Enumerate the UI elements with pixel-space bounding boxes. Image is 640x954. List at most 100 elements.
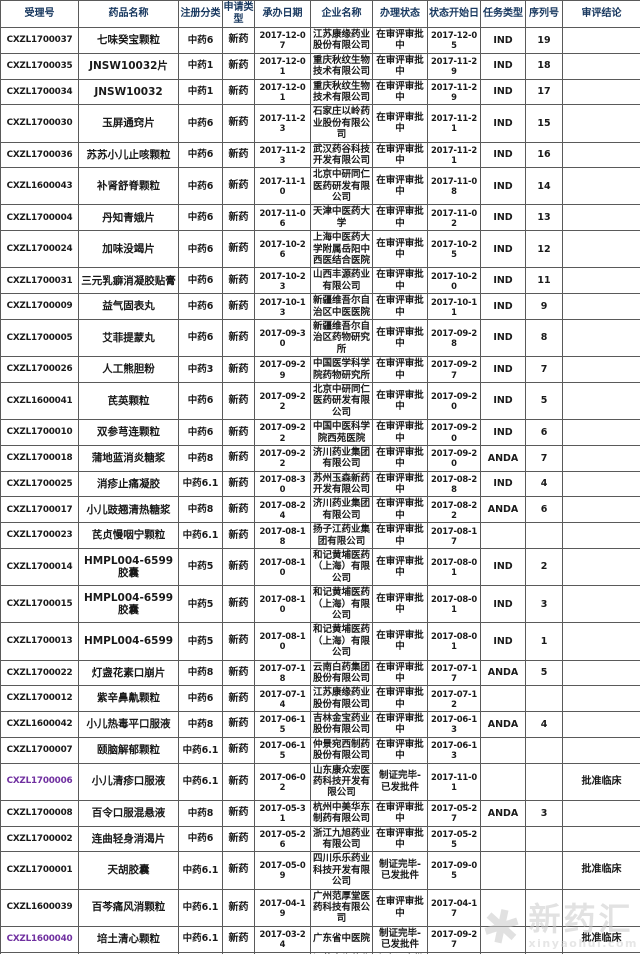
company-name-cell: 吉林金宝药业股份有限公司: [310, 711, 373, 738]
review-conclusion-cell: 批准临床: [562, 762, 640, 801]
column-header: 审评结论: [562, 0, 640, 28]
application-type-cell: 新药: [222, 548, 255, 587]
undertake-date-cell: 2017-07-14: [254, 685, 311, 713]
processing-status-cell: 制证完毕-已发批件: [372, 851, 428, 890]
task-type-cell: IND: [480, 548, 526, 587]
table-row: CXZL1600043 补肾舒脊颗粒 中药6 新药 2017-11-10 北京中…: [0, 167, 640, 206]
acceptance-number-cell[interactable]: CXZL1700018: [0, 444, 79, 472]
acceptance-number-cell[interactable]: CXZL1700014: [0, 548, 79, 587]
drug-name-cell: 芪贞慢咽宁颗粒: [78, 522, 179, 550]
task-type-cell: ANDA: [480, 799, 526, 827]
company-name-cell: 山西丰源药业有限公司: [310, 267, 373, 295]
acceptance-number-cell[interactable]: CXZL1700023: [0, 522, 79, 550]
application-type-cell: 新药: [222, 851, 255, 890]
undertake-date-cell: 2017-08-24: [254, 496, 311, 524]
column-header: 办理状态: [372, 0, 428, 28]
undertake-date-cell: 2017-06-02: [254, 762, 311, 801]
table-row: CXZL1700001 天胡胶囊 中药6.1 新药 2017-05-09 四川乐…: [0, 851, 640, 890]
review-conclusion-cell: [562, 293, 640, 320]
table-row: CXZL1700037 七味癸宝颗粒 中药6 新药 2017-12-07 江苏康…: [0, 27, 640, 54]
processing-status-cell: 在审评审批中: [372, 381, 428, 421]
acceptance-number-cell[interactable]: CXZL1700004: [0, 204, 79, 232]
registration-category-cell: 中药8: [178, 711, 223, 738]
application-type-cell: 新药: [222, 356, 255, 383]
acceptance-number-cell[interactable]: CXZL1700009: [0, 293, 79, 320]
acceptance-number-cell[interactable]: CXZL1700035: [0, 52, 79, 80]
acceptance-number-cell[interactable]: CXZL1600043: [0, 167, 79, 206]
registration-category-cell: 中药8: [178, 444, 223, 472]
processing-status-cell: 在审评审批中: [372, 888, 428, 927]
registration-category-cell: 中药6: [178, 825, 223, 853]
registration-category-cell: 中药6: [178, 419, 223, 446]
table-body: CXZL1700037 七味癸宝颗粒 中药6 新药 2017-12-07 江苏康…: [0, 27, 640, 954]
acceptance-number-cell[interactable]: CXZL1700013: [0, 622, 79, 661]
task-type-cell: [480, 736, 526, 764]
acceptance-number-cell[interactable]: CXZL1600039: [0, 888, 79, 927]
acceptance-number-cell[interactable]: CXZL1700022: [0, 659, 79, 687]
drug-name-cell: 紫辛鼻鼽颗粒: [78, 685, 179, 713]
application-type-cell: 新药: [222, 381, 255, 421]
application-type-cell: 新药: [222, 27, 255, 54]
acceptance-number-cell[interactable]: CXZL1700024: [0, 230, 79, 269]
column-header: 注册分类: [178, 0, 223, 28]
table-row: CXZL1700008 百令口服混悬液 中药8 新药 2017-05-31 杭州…: [0, 799, 640, 827]
acceptance-number-cell[interactable]: CXZL1700037: [0, 27, 79, 54]
undertake-date-cell: 2017-11-23: [254, 104, 311, 143]
application-type-cell: 新药: [222, 444, 255, 472]
acceptance-number-cell[interactable]: CXZL1700025: [0, 470, 79, 498]
table-row: CXZL1700013 HMPL004-6599 中药5 新药 2017-08-…: [0, 622, 640, 661]
undertake-date-cell: 2017-08-30: [254, 470, 311, 498]
application-type-cell: 新药: [222, 78, 255, 106]
acceptance-number-cell[interactable]: CXZL1700002: [0, 825, 79, 853]
undertake-date-cell: 2017-11-10: [254, 167, 311, 206]
acceptance-number-cell[interactable]: CXZL1700005: [0, 318, 79, 358]
undertake-date-cell: 2017-10-13: [254, 293, 311, 320]
table-row: CXZL1700024 加味没竭片 中药6 新药 2017-10-26 上海中医…: [0, 230, 640, 269]
drug-name-cell: HMPL004-6599: [78, 622, 179, 661]
acceptance-number-cell[interactable]: CXZL1700015: [0, 585, 79, 624]
acceptance-number-cell[interactable]: CXZL1700006: [0, 762, 79, 801]
registration-category-cell: 中药6.1: [178, 851, 223, 890]
review-conclusion-cell: [562, 267, 640, 295]
company-name-cell: 北京中研同仁医药研发有限公司: [310, 381, 373, 421]
acceptance-number-cell[interactable]: CXZL1700031: [0, 267, 79, 295]
column-header: 任务类型: [480, 0, 526, 28]
review-conclusion-cell: [562, 167, 640, 206]
application-type-cell: 新药: [222, 141, 255, 169]
processing-status-cell: 在审评审批中: [372, 548, 428, 587]
acceptance-number-cell[interactable]: CXZL1700017: [0, 496, 79, 524]
status-start-date-cell: 2017-11-02: [427, 204, 481, 232]
acceptance-number-cell[interactable]: CXZL1700034: [0, 78, 79, 106]
acceptance-number-cell[interactable]: CXZL1700026: [0, 356, 79, 383]
acceptance-number-cell[interactable]: CXZL1700008: [0, 799, 79, 827]
acceptance-number-cell[interactable]: CXZL1700010: [0, 419, 79, 446]
undertake-date-cell: 2017-09-29: [254, 356, 311, 383]
processing-status-cell: 在审评审批中: [372, 659, 428, 687]
acceptance-number-cell[interactable]: CXZL1700007: [0, 736, 79, 764]
undertake-date-cell: 2017-05-09: [254, 851, 311, 890]
drug-name-cell: 连曲轻身消渴片: [78, 825, 179, 853]
acceptance-number-cell[interactable]: CXZL1700036: [0, 141, 79, 169]
drug-name-cell: 蒲地蓝消炎糖浆: [78, 444, 179, 472]
acceptance-number-cell[interactable]: CXZL1700030: [0, 104, 79, 143]
drug-name-cell: 丹知青娥片: [78, 204, 179, 232]
registration-category-cell: 中药3: [178, 356, 223, 383]
acceptance-number-cell[interactable]: CXZL1700012: [0, 685, 79, 713]
task-type-cell: IND: [480, 293, 526, 320]
table-row: CXZL1700005 艾菲提蒙丸 中药6 新药 2017-09-30 新疆维吾…: [0, 318, 640, 358]
acceptance-number-cell[interactable]: CXZL1600040: [0, 925, 79, 953]
company-name-cell: 云南白药集团股份有限公司: [310, 659, 373, 687]
company-name-cell: 广州范厚堂医药科技有限公司: [310, 888, 373, 927]
acceptance-number-cell[interactable]: CXZL1600041: [0, 381, 79, 421]
company-name-cell: 仲景宛西制药股份有限公司: [310, 736, 373, 764]
serial-number-cell: 4: [525, 711, 563, 738]
application-type-cell: 新药: [222, 622, 255, 661]
serial-number-cell: 1: [525, 622, 563, 661]
acceptance-number-cell[interactable]: CXZL1600042: [0, 711, 79, 738]
status-start-date-cell: 2017-11-08: [427, 167, 481, 206]
undertake-date-cell: 2017-10-26: [254, 230, 311, 269]
table-row: CXZL1600042 小儿热毒平口服液 中药8 新药 2017-06-15 吉…: [0, 711, 640, 738]
acceptance-number-cell[interactable]: CXZL1700001: [0, 851, 79, 890]
undertake-date-cell: 2017-03-24: [254, 925, 311, 953]
registration-category-cell: 中药6.1: [178, 522, 223, 550]
